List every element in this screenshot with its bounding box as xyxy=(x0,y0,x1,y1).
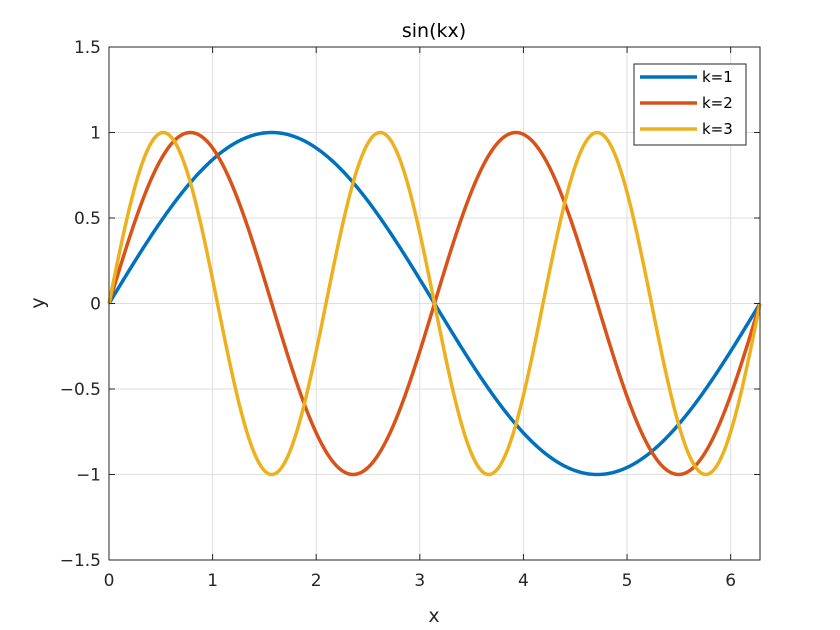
legend-label: k=3 xyxy=(702,120,733,138)
y-tick-label: −1.5 xyxy=(60,551,101,571)
series-layer xyxy=(107,130,762,477)
y-tick-label: 1 xyxy=(90,124,101,144)
x-tick-label: 4 xyxy=(518,571,529,591)
x-axis-label: x xyxy=(428,605,439,627)
y-tick-label: 0.5 xyxy=(74,209,101,229)
x-tick-label: 6 xyxy=(725,571,736,591)
legend: k=1 k=2 k=3 xyxy=(633,63,747,146)
x-tick-label: 0 xyxy=(104,571,115,591)
series-line-k3 xyxy=(107,130,762,477)
chart-title: sin(kx) xyxy=(402,20,466,42)
x-tick-label: 2 xyxy=(311,571,322,591)
y-tick-label: −1 xyxy=(76,466,101,486)
legend-label: k=1 xyxy=(702,68,733,86)
ticks xyxy=(108,46,760,561)
y-tick-label: 0 xyxy=(90,295,101,315)
y-tick-labels: −1.5 −1 −0.5 0 0.5 1 1.5 xyxy=(60,38,101,571)
y-tick-label: 1.5 xyxy=(74,38,101,58)
x-tick-label: 5 xyxy=(622,571,633,591)
y-axis-label: y xyxy=(27,297,49,308)
y-tick-label: −0.5 xyxy=(60,380,101,400)
x-tick-labels: 0 1 2 3 4 5 6 xyxy=(104,571,736,591)
x-tick-label: 3 xyxy=(414,571,425,591)
x-tick-label: 1 xyxy=(207,571,218,591)
legend-label: k=2 xyxy=(702,94,733,112)
